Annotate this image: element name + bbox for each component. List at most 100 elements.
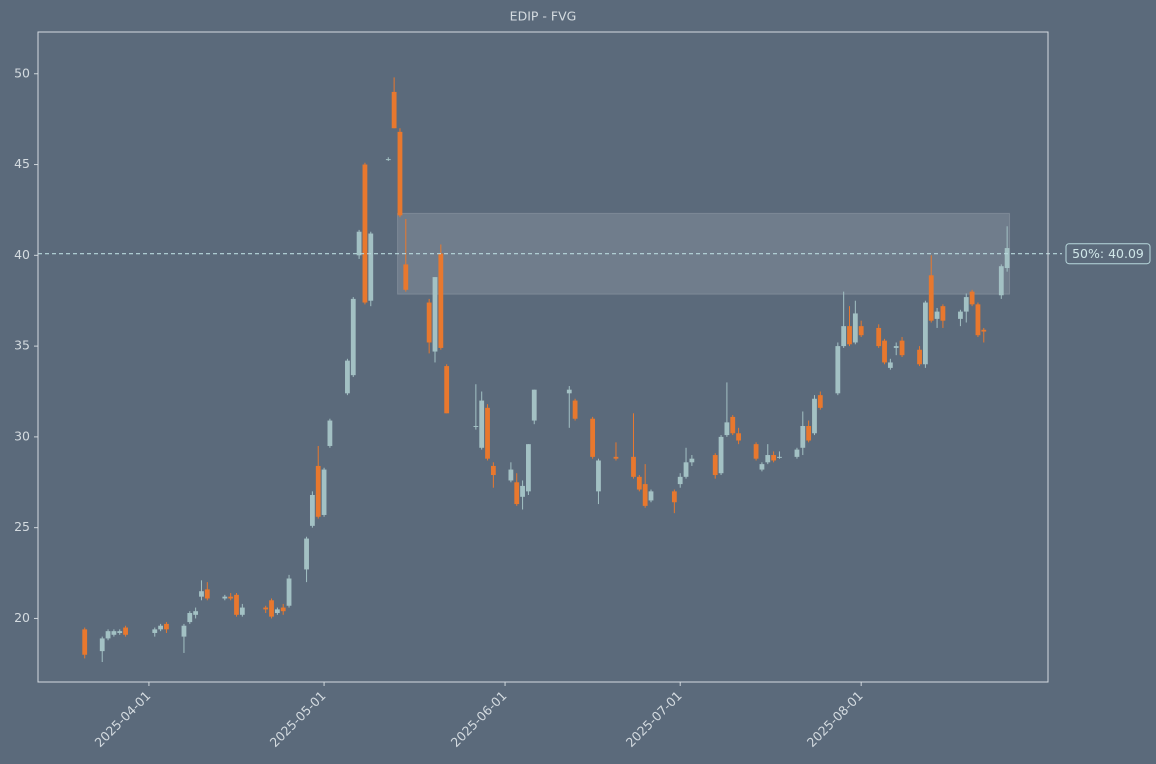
- candle: [158, 623, 164, 632]
- candle-body: [432, 277, 438, 352]
- candle: [765, 444, 771, 465]
- candle: [432, 277, 438, 363]
- candle-body: [777, 456, 782, 458]
- candle-body: [736, 433, 741, 441]
- candle: [841, 291, 847, 348]
- candle: [356, 229, 362, 259]
- candle-body: [438, 253, 444, 348]
- candle: [280, 603, 286, 615]
- candle: [426, 298, 432, 354]
- candle-body: [922, 302, 928, 365]
- candle-body: [286, 578, 292, 606]
- candle: [969, 289, 975, 307]
- candle-body: [105, 631, 111, 639]
- candle-body: [718, 436, 724, 474]
- candle: [718, 435, 724, 476]
- candle: [391, 77, 397, 129]
- candle: [963, 293, 969, 323]
- candle-body: [812, 398, 817, 434]
- candle-body: [193, 611, 199, 615]
- candle: [105, 629, 111, 641]
- candle: [730, 415, 736, 436]
- candle-body: [263, 607, 269, 610]
- candle-body: [683, 462, 689, 477]
- candle-body: [315, 465, 321, 517]
- candle: [683, 447, 689, 479]
- candle: [917, 346, 922, 367]
- candle: [438, 244, 444, 350]
- chart-title: EDIP - FVG: [510, 9, 577, 24]
- candle: [887, 358, 893, 370]
- midline-label-box: [1065, 243, 1151, 265]
- candle: [975, 302, 981, 338]
- candle: [193, 607, 199, 619]
- candle-body: [187, 613, 193, 623]
- candle-body: [362, 164, 368, 303]
- candle: [444, 364, 450, 414]
- candle: [817, 391, 823, 410]
- candle: [520, 480, 525, 510]
- candle: [882, 338, 887, 365]
- candle: [181, 623, 187, 653]
- candle-body: [899, 340, 905, 356]
- candle: [806, 420, 812, 443]
- candle: [164, 622, 169, 633]
- candle: [345, 358, 350, 396]
- candle-body: [531, 389, 537, 421]
- candle-body: [234, 594, 239, 615]
- candle-body: [689, 458, 695, 463]
- plot-frame: [37, 31, 1049, 683]
- candle-body: [199, 591, 204, 597]
- candle-body: [164, 623, 169, 630]
- candle-body: [204, 589, 210, 599]
- candle-body: [321, 469, 327, 515]
- candle-body: [963, 297, 969, 312]
- candle: [677, 473, 683, 488]
- candle-body: [222, 596, 228, 599]
- candle-body: [345, 360, 350, 394]
- candle-body: [969, 291, 975, 305]
- candle: [800, 411, 806, 456]
- candle: [304, 536, 309, 583]
- candle-body: [958, 311, 963, 319]
- candle: [187, 611, 193, 624]
- candle-body: [350, 298, 356, 376]
- candle-body: [572, 400, 578, 419]
- candle-body: [566, 389, 572, 394]
- candle-body: [1004, 248, 1010, 269]
- candle-body: [847, 326, 852, 345]
- candle-body: [397, 131, 403, 216]
- candle: [689, 455, 695, 466]
- candle-body: [917, 349, 922, 365]
- candle-body: [928, 275, 934, 321]
- candle-body: [730, 416, 736, 434]
- candle: [368, 231, 374, 307]
- candle: [321, 467, 327, 517]
- candle: [648, 489, 654, 503]
- candle: [777, 451, 782, 459]
- candle-body: [590, 418, 596, 457]
- candle: [479, 391, 485, 450]
- candle-body: [981, 329, 987, 332]
- candle-body: [403, 264, 409, 290]
- candle: [958, 309, 963, 327]
- candle: [893, 342, 899, 356]
- candle-body: [274, 609, 280, 614]
- candle: [531, 389, 537, 425]
- candle-body: [444, 366, 450, 414]
- candle: [199, 580, 204, 601]
- candle-body: [368, 233, 374, 301]
- candle: [847, 306, 852, 347]
- candle: [753, 442, 759, 461]
- candle: [858, 320, 864, 338]
- candle-body: [327, 420, 333, 446]
- candle: [981, 327, 987, 343]
- y-tick-label: 50: [14, 65, 30, 80]
- candle: [736, 427, 741, 445]
- candle-body: [817, 395, 823, 408]
- candle-body: [280, 607, 286, 612]
- candle: [274, 607, 280, 615]
- candle-body: [648, 491, 654, 501]
- candle-body: [753, 444, 759, 459]
